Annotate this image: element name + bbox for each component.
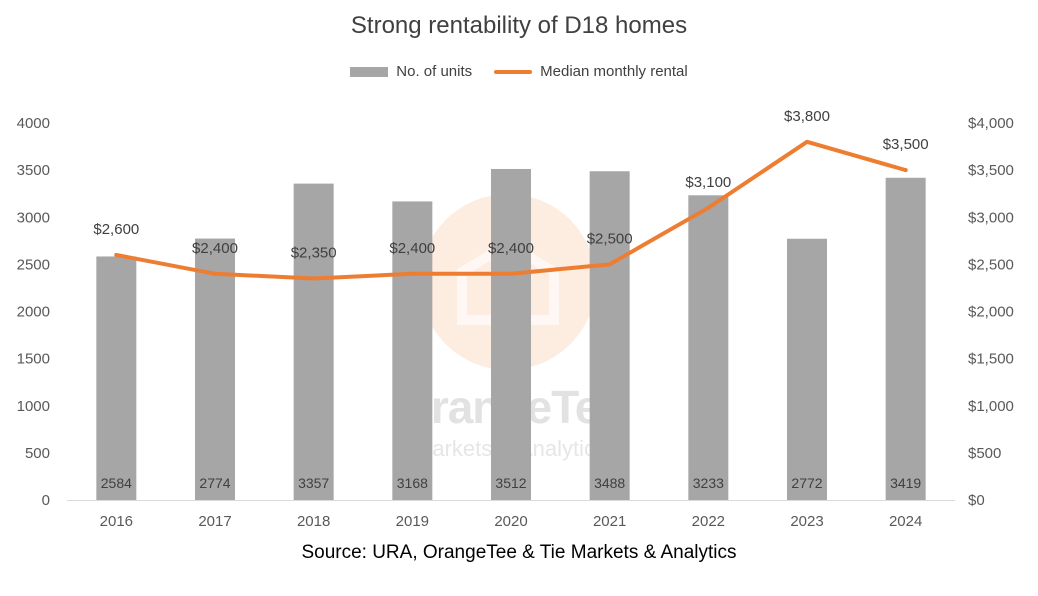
- rental-label-2023: $3,800: [784, 108, 830, 125]
- rental-label-2024: $3,500: [883, 136, 929, 153]
- left-tick-label: 3500: [17, 162, 50, 179]
- right-tick-label: $1,500: [968, 351, 1014, 368]
- bar-units-2017: [195, 238, 235, 500]
- bar-label-2020: 3512: [495, 475, 526, 491]
- line-series: [114, 139, 908, 281]
- bar-data-labels: 2584 2774 3357 3168 3512 3488 3233 2772 3419: [101, 475, 922, 491]
- chart-legend: No. of units Median monthly rental: [0, 63, 1038, 80]
- bar-units-2022: [688, 195, 729, 501]
- x-tick-2022: 2022: [692, 513, 725, 530]
- rental-point-2016: [114, 252, 119, 257]
- legend-swatch-units: [350, 66, 389, 77]
- bar-label-2023: 2772: [791, 475, 822, 491]
- rental-point-2022: [706, 205, 711, 210]
- right-axis: $0 $500 $1,000 $1,500 $2,000 $2,500 $3,000 $3,5…: [968, 115, 1014, 509]
- left-axis: 0 500 1000 1500 2000 2500 3000 3500 4000: [17, 115, 50, 509]
- left-tick-label: 2500: [17, 256, 50, 273]
- right-tick-label: $3,500: [968, 162, 1014, 179]
- right-tick-label: $2,000: [968, 304, 1014, 321]
- right-tick-label: $3,000: [968, 209, 1014, 226]
- bar-label-2019: 3168: [397, 475, 428, 491]
- rental-label-2020: $2,400: [488, 240, 534, 257]
- bar-units-2018: [293, 183, 334, 500]
- rental-label-2022: $3,100: [685, 174, 731, 191]
- bar-units-2020: [491, 168, 531, 500]
- bar-label-2018: 3357: [298, 475, 329, 491]
- left-tick-label: 2000: [17, 304, 50, 321]
- left-tick-label: 1500: [17, 351, 50, 368]
- legend-label-units: No. of units: [396, 63, 473, 80]
- bar-label-2022: 3233: [693, 475, 724, 491]
- rental-label-2018: $2,350: [291, 245, 337, 262]
- rental-point-2019: [410, 271, 415, 276]
- chart-title: Strong rentability of D18 homes: [350, 12, 688, 39]
- line-data-labels: $2,600 $2,400 $2,350 $2,400 $2,400 $2,500 $3,1…: [93, 108, 928, 262]
- rental-point-2017: [213, 271, 217, 276]
- right-tick-label: $0: [968, 492, 985, 509]
- left-tick-label: 3000: [17, 209, 50, 226]
- left-tick-label: 0: [42, 492, 50, 509]
- rental-label-2016: $2,600: [93, 221, 139, 238]
- bar-series: [96, 168, 926, 501]
- bar-units-2021: [589, 171, 630, 501]
- legend-item-units: No. of units: [350, 63, 472, 80]
- rental-point-2020: [509, 271, 513, 276]
- x-tick-2017: 2017: [198, 513, 231, 530]
- bar-label-2016: 2584: [101, 475, 132, 491]
- rental-point-2021: [607, 262, 612, 267]
- right-tick-label: $500: [968, 445, 1001, 462]
- bar-units-2016: [96, 256, 137, 500]
- x-tick-2018: 2018: [297, 513, 330, 530]
- rental-label-2017: $2,400: [192, 240, 238, 257]
- x-tick-2019: 2019: [396, 513, 429, 530]
- legend-swatch-rental: [494, 69, 533, 74]
- x-tick-2021: 2021: [593, 513, 626, 530]
- bar-label-2017: 2774: [199, 475, 230, 491]
- x-tick-2020: 2020: [494, 513, 527, 530]
- rental-point-2018: [311, 276, 316, 281]
- legend-label-rental: Median monthly rental: [540, 63, 688, 80]
- right-tick-label: $1,000: [968, 398, 1014, 415]
- legend-item-rental: Median monthly rental: [494, 63, 688, 80]
- left-tick-label: 500: [25, 445, 50, 462]
- x-tick-2023: 2023: [790, 513, 823, 530]
- rental-label-2019: $2,400: [389, 240, 435, 257]
- right-tick-label: $4,000: [968, 115, 1014, 132]
- bar-label-2024: 3419: [890, 475, 921, 491]
- rental-point-2023: [805, 139, 809, 144]
- rental-point-2024: [903, 168, 908, 173]
- left-tick-label: 4000: [17, 115, 50, 132]
- source-note: Source: URA, OrangeTee & Tie Markets & A…: [301, 542, 737, 563]
- rental-label-2021: $2,500: [587, 230, 633, 247]
- left-tick-label: 1000: [17, 398, 50, 415]
- x-axis: 2016 2017 2018 2019 2020 2021 2022 2023 2024: [100, 513, 923, 530]
- right-tick-label: $2,500: [968, 256, 1014, 273]
- x-tick-2016: 2016: [100, 513, 133, 530]
- bar-units-2023: [787, 238, 827, 500]
- bar-label-2021: 3488: [594, 475, 625, 491]
- x-tick-2024: 2024: [889, 513, 922, 530]
- bar-units-2019: [392, 201, 433, 500]
- bar-units-2024: [885, 177, 926, 500]
